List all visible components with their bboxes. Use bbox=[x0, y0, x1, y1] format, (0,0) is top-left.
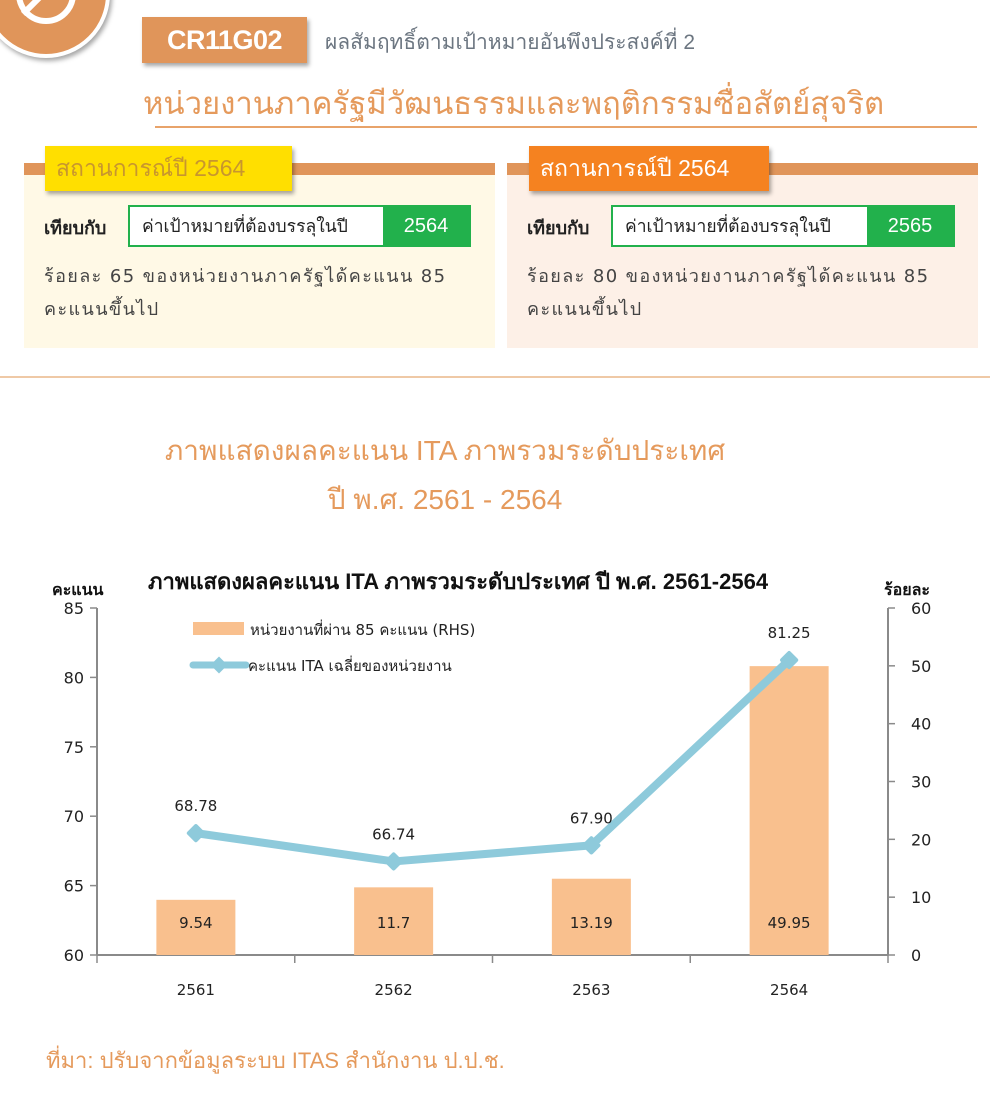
bar bbox=[749, 666, 829, 955]
x-tick-label: 2564 bbox=[770, 981, 808, 999]
y-axis-left-label: คะแนน bbox=[52, 582, 104, 599]
compare-label: เทียบกับ bbox=[44, 218, 107, 238]
chart-title: ภาพแสดงผลคะแนน ITA ภาพรวมระดับประเทศ ปี … bbox=[148, 569, 769, 594]
legend-bar-swatch bbox=[193, 622, 244, 635]
situation-tag: สถานการณ์ปี 2564 bbox=[529, 146, 769, 191]
legend-line-marker bbox=[210, 656, 228, 674]
y-tick-label-left: 85 bbox=[64, 599, 84, 618]
bar-series: 9.54 11.7 13.19 49.95 bbox=[156, 666, 829, 955]
line-marker bbox=[186, 824, 205, 843]
target-year: 2565 bbox=[867, 207, 953, 245]
section-divider bbox=[0, 376, 990, 378]
line-value-label: 67.90 bbox=[570, 809, 613, 827]
target-box: ค่าเป้าหมายที่ต้องบรรลุในปี 2565 bbox=[611, 205, 955, 247]
y-tick-label-left: 60 bbox=[64, 946, 84, 965]
y-tick-label-right: 60 bbox=[911, 599, 931, 618]
y-tick-label-right: 20 bbox=[911, 830, 931, 849]
code-badge: CR11G02 bbox=[142, 17, 307, 63]
target-description: ร้อยละ 65 ของหน่วยงานภาครัฐได้คะแนน 85 ค… bbox=[44, 266, 447, 320]
y-tick-label-right: 10 bbox=[911, 888, 931, 907]
page-title: หน่วยงานภาครัฐมีวัฒนธรรมและพฤติกรรมซื่อส… bbox=[143, 86, 885, 121]
situation-card-2565-target: สถานการณ์ปี 2564 เทียบกับ ค่าเป้าหมายที่… bbox=[507, 146, 978, 348]
y-tick-label-right: 30 bbox=[911, 773, 931, 792]
bar bbox=[551, 878, 631, 955]
source-note: ที่มา: ปรับจากข้อมูลระบบ ITAS สำนักงาน ป… bbox=[46, 1048, 505, 1073]
chart-section-heading: ภาพแสดงผลคะแนน ITA ภาพรวมระดับประเทศ bbox=[164, 435, 726, 466]
bar-value-label: 49.95 bbox=[768, 914, 811, 932]
y-tick-label-left: 80 bbox=[64, 668, 84, 687]
legend-bar-label: หน่วยงานที่ผ่าน 85 คะแนน (RHS) bbox=[250, 619, 475, 639]
line-value-label: 68.78 bbox=[174, 797, 217, 815]
y-tick-label-right: 40 bbox=[911, 715, 931, 734]
line-series: 68.78 66.74 67.90 81.25 bbox=[174, 624, 811, 871]
target-text: ค่าเป้าหมายที่ต้องบรรลุในปี bbox=[625, 216, 831, 236]
bar bbox=[354, 887, 434, 955]
target-text: ค่าเป้าหมายที่ต้องบรรลุในปี bbox=[142, 216, 348, 236]
x-tick-label: 2562 bbox=[375, 981, 413, 999]
target-box: ค่าเป้าหมายที่ต้องบรรลุในปี 2564 bbox=[128, 205, 471, 247]
y-tick-label-left: 65 bbox=[64, 877, 84, 896]
line-marker bbox=[384, 852, 403, 871]
situation-card-2564-target: สถานการณ์ปี 2564 เทียบกับ ค่าเป้าหมายที่… bbox=[24, 146, 495, 348]
bar-value-label: 11.7 bbox=[377, 914, 410, 932]
y-axis-right-label: ร้อยละ bbox=[884, 582, 930, 599]
line-marker bbox=[780, 650, 799, 670]
y-tick-label-right: 0 bbox=[911, 946, 921, 965]
line-value-label: 81.25 bbox=[768, 624, 811, 642]
target-year: 2564 bbox=[383, 207, 469, 245]
x-tick-label: 2561 bbox=[177, 981, 215, 999]
compare-label: เทียบกับ bbox=[527, 218, 590, 238]
target-description: ร้อยละ 80 ของหน่วยงานภาครัฐได้คะแนน 85 ค… bbox=[527, 266, 930, 320]
y-tick-label-right: 50 bbox=[911, 657, 931, 676]
line-marker bbox=[582, 836, 601, 855]
bar-value-label: 9.54 bbox=[179, 914, 212, 932]
chart-section-subheading: ปี พ.ศ. 2561 - 2564 bbox=[327, 484, 563, 515]
line-value-label: 66.74 bbox=[372, 825, 415, 843]
situation-tag: สถานการณ์ปี 2564 bbox=[45, 146, 292, 191]
y-tick-label-left: 75 bbox=[64, 738, 84, 757]
subtitle: ผลสัมฤทธิ์ตามเป้าหมายอันพึงประสงค์ที่ 2 bbox=[325, 31, 695, 54]
chart-legend: หน่วยงานที่ผ่าน 85 คะแนน (RHS) คะแนน ITA … bbox=[189, 619, 475, 675]
legend-line-label: คะแนน ITA เฉลี่ยของหน่วยงาน bbox=[248, 655, 452, 675]
bar bbox=[156, 899, 236, 955]
title-divider bbox=[155, 126, 977, 128]
line-path bbox=[191, 656, 794, 866]
y-tick-label-left: 70 bbox=[64, 807, 84, 826]
bar-value-label: 13.19 bbox=[570, 914, 613, 932]
x-tick-label: 2563 bbox=[572, 981, 610, 999]
